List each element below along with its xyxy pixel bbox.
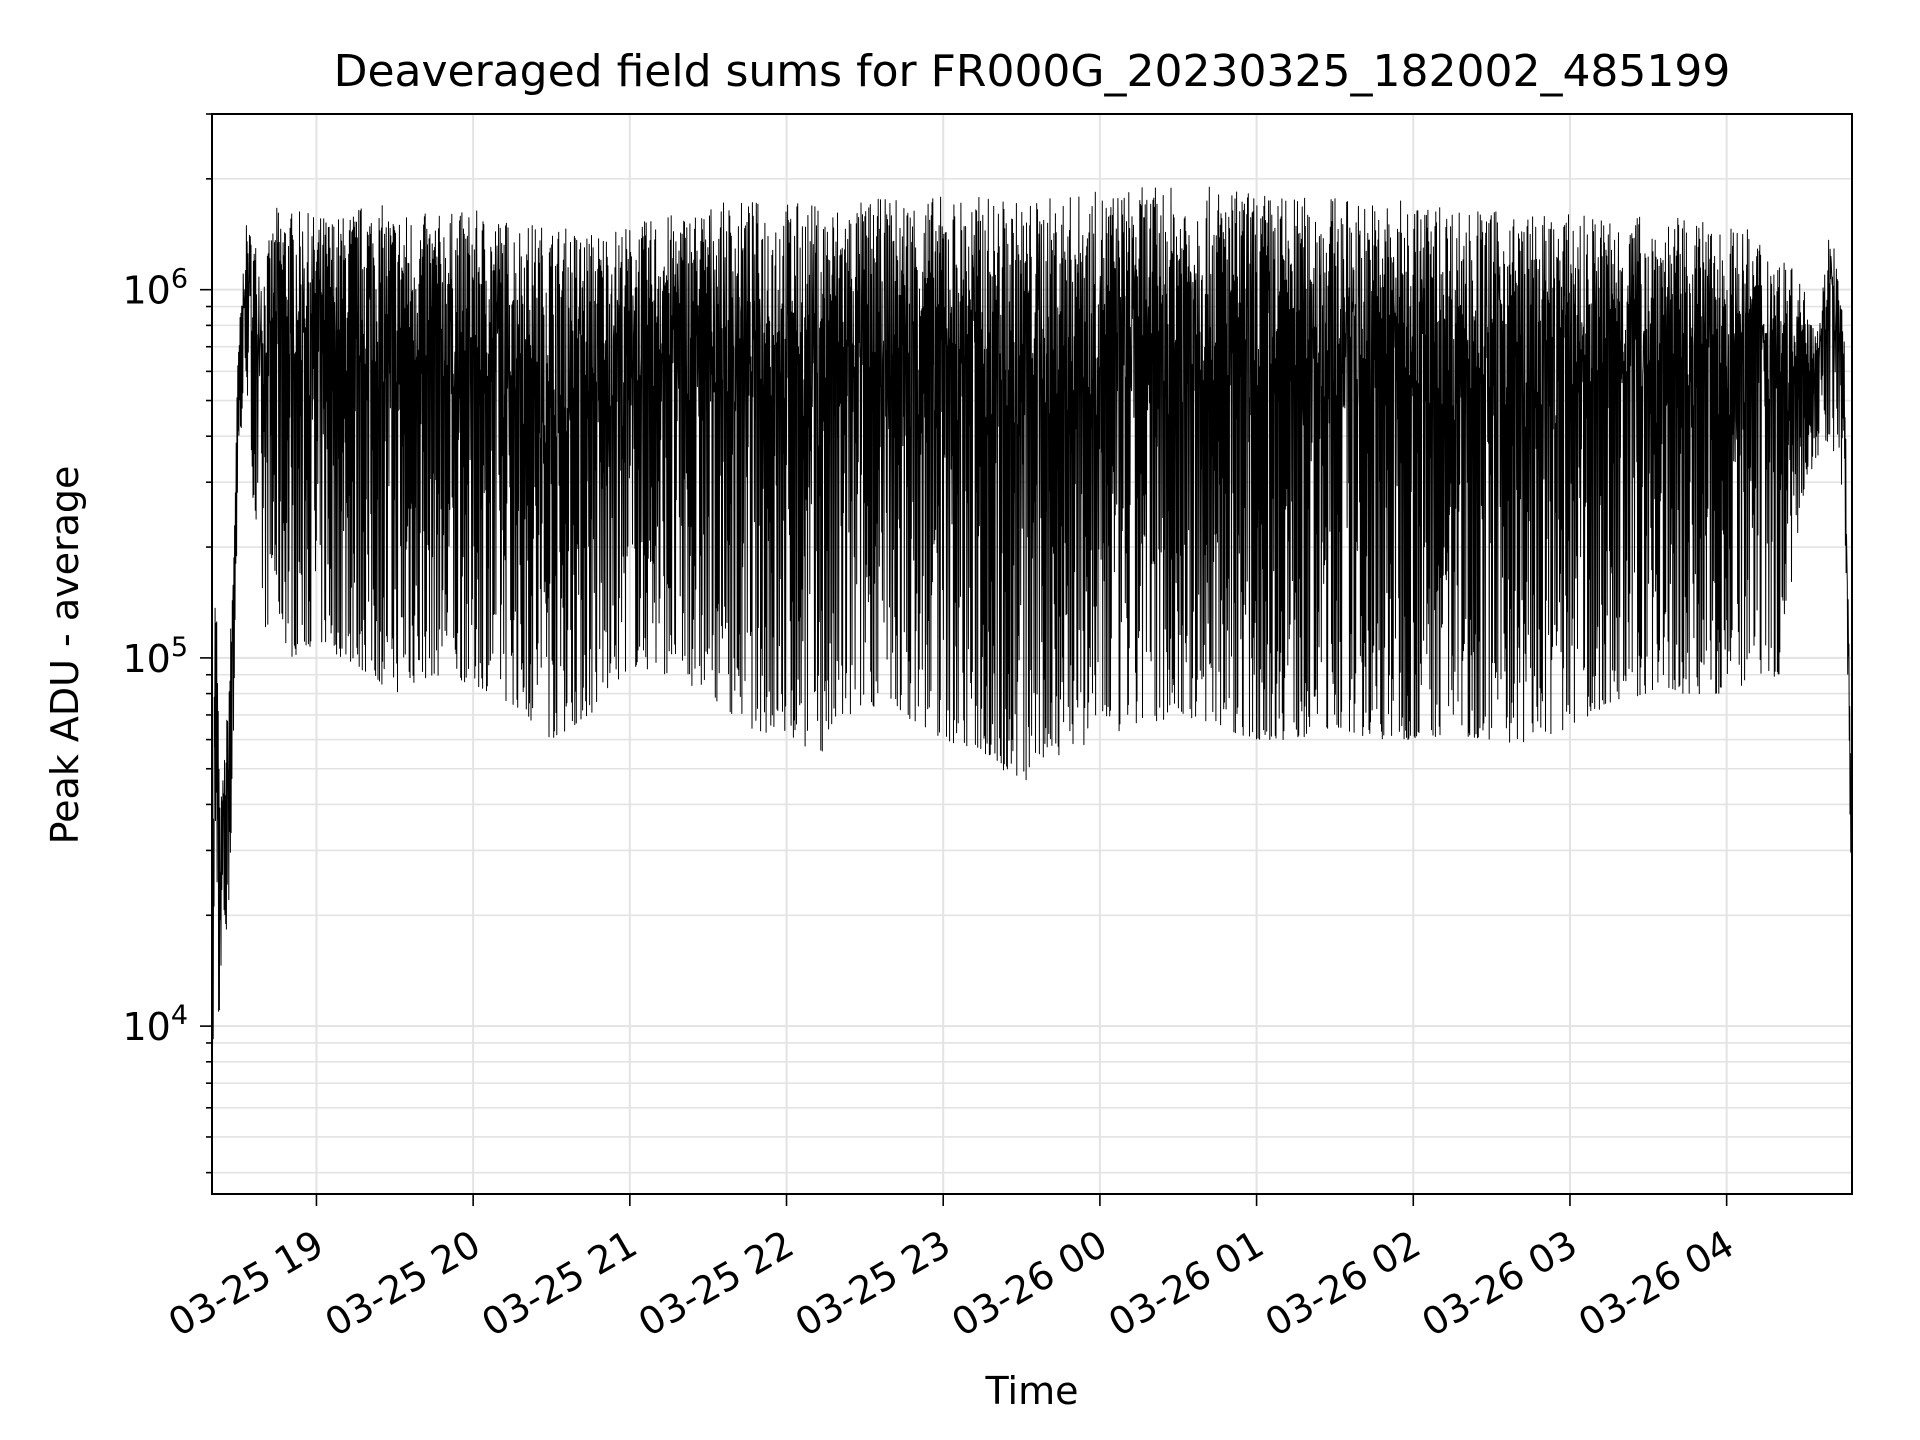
y-axis-label: Peak ADU - average	[43, 466, 87, 845]
y-tick-label: 105	[122, 632, 188, 681]
y-tick-label: 104	[122, 1000, 188, 1049]
y-axis: 104 105 106	[122, 113, 212, 1174]
y-tick-label: 106	[122, 264, 188, 313]
series-line	[211, 186, 1853, 1145]
plot-frame	[211, 113, 1853, 1195]
chart-title: Deaveraged field sums for FR000G_2023032…	[334, 46, 1731, 97]
x-axis-label: Time	[985, 1369, 1079, 1413]
